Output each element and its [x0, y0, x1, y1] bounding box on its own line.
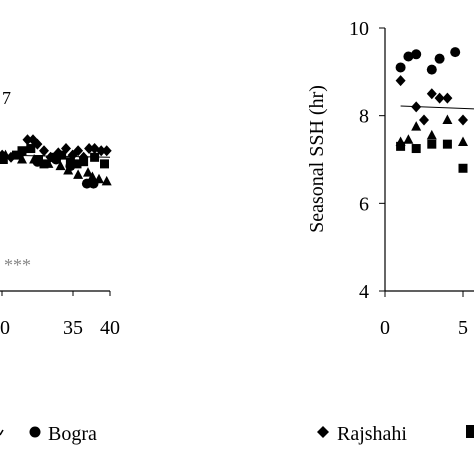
left-legend: Bogra — [0, 423, 97, 445]
data-point-square — [0, 155, 8, 164]
data-point-square — [57, 150, 67, 160]
x-tick-label: 40 — [100, 317, 120, 339]
data-point-triangle — [87, 171, 98, 182]
data-point-square — [72, 159, 82, 169]
y-tick-label: 8 — [359, 106, 369, 128]
data-point-diamond — [395, 75, 406, 87]
legend-label-bogra: Bogra — [48, 423, 97, 445]
right-data-points — [395, 47, 468, 173]
data-point-diamond — [458, 114, 468, 126]
data-point-triangle — [55, 160, 66, 171]
data-point-square — [39, 159, 49, 169]
data-point-diamond — [434, 92, 445, 104]
data-point-square — [396, 141, 406, 151]
data-point-triangle — [73, 169, 84, 179]
data-point-triangle — [458, 136, 468, 146]
left-annotation-stars: *** — [4, 255, 31, 275]
legend-marker-rajshahi — [317, 426, 329, 438]
data-point-square — [442, 139, 452, 149]
legend-marker-square — [466, 425, 474, 438]
data-point-triangle — [101, 175, 112, 186]
data-point-square — [26, 144, 36, 154]
data-point-circle — [65, 161, 76, 172]
data-point-square — [458, 163, 468, 173]
data-point-square — [79, 157, 89, 167]
data-point-diamond — [411, 101, 422, 113]
x-tick-label: 0 — [380, 317, 390, 339]
y-tick-label: 10 — [349, 18, 369, 40]
data-point-diamond — [419, 114, 429, 126]
data-point-diamond — [442, 92, 453, 104]
data-point-circle — [411, 49, 422, 60]
legend-label-rajshahi: Rajshahi — [337, 423, 407, 445]
data-point-diamond — [101, 145, 112, 157]
data-point-diamond — [39, 145, 49, 157]
y-tick-label: 6 — [359, 193, 369, 215]
left-annotation-top: 7 — [2, 88, 11, 108]
x-tick-label: 35 — [63, 317, 83, 339]
data-point-circle — [88, 178, 99, 189]
x-tick-label: 5 — [458, 317, 468, 339]
data-point-diamond — [22, 134, 33, 146]
data-point-triangle — [403, 134, 414, 144]
data-point-square — [17, 146, 27, 156]
data-point-circle — [403, 51, 414, 62]
data-point-circle — [32, 156, 43, 167]
data-point-triangle — [426, 129, 437, 140]
legend-marker-bogra — [29, 426, 41, 438]
data-point-triangle — [17, 154, 27, 164]
data-point-triangle — [83, 167, 93, 177]
y-tick-label: 4 — [359, 281, 369, 303]
left-chart-panel: 0 35 40 7 *** Bogra — [0, 88, 120, 445]
left-legend-partial-marker — [0, 429, 4, 436]
data-point-square — [90, 152, 100, 162]
data-point-diamond — [84, 143, 95, 155]
data-point-square — [12, 150, 21, 160]
data-point-circle — [434, 53, 445, 64]
right-trendline — [400, 105, 474, 110]
data-point-circle — [426, 64, 437, 75]
right-legend: Rajshahi — [317, 423, 474, 445]
data-point-circle — [450, 47, 461, 58]
x-tick-label: 0 — [0, 317, 10, 339]
left-data-points — [0, 134, 112, 189]
left-x-ticks: 0 35 40 — [0, 291, 120, 339]
data-point-diamond — [426, 88, 437, 100]
data-point-triangle — [411, 121, 422, 131]
data-point-triangle — [442, 114, 453, 125]
trendline-right — [400, 105, 474, 110]
data-point-square — [427, 139, 437, 149]
data-point-circle — [395, 62, 406, 73]
data-point-circle — [51, 154, 62, 165]
right-y-axis-label: Seasonal SSH (hr) — [306, 85, 328, 233]
right-y-ticks: 4 6 8 10 — [349, 18, 385, 303]
data-point-square — [411, 144, 421, 154]
data-point-square — [100, 159, 109, 169]
data-point-diamond — [73, 145, 84, 157]
